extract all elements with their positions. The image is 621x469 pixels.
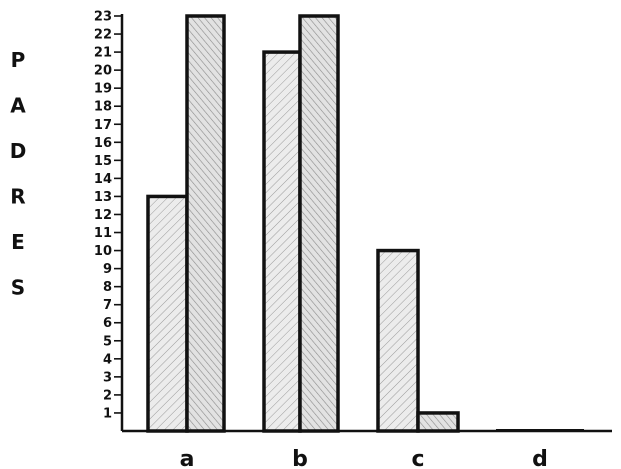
bar-c-2 xyxy=(416,411,460,433)
y-tick-label: 23 xyxy=(94,10,112,25)
y-tick-label: 3 xyxy=(103,370,112,385)
y-tick-label: 12 xyxy=(94,208,112,223)
y-axis-title-letter: S xyxy=(11,276,25,300)
bar-a-1 xyxy=(146,194,189,433)
y-tick-label: 17 xyxy=(94,118,112,133)
x-category-label: a xyxy=(180,447,195,469)
y-axis-title-letter: A xyxy=(10,94,26,118)
y-tick-label: 9 xyxy=(103,262,112,277)
y-tick-label: 16 xyxy=(94,136,112,151)
y-axis-title-letter: R xyxy=(10,185,25,209)
bar-b-1 xyxy=(262,50,302,433)
y-axis-title-letter: P xyxy=(11,48,26,72)
y-tick-label: 22 xyxy=(94,28,112,43)
bar-d-2 xyxy=(540,429,584,431)
y-tick-label: 2 xyxy=(103,388,112,403)
y-tick-label: 13 xyxy=(94,190,112,205)
bars xyxy=(146,14,584,433)
y-tick-label: 18 xyxy=(94,100,112,115)
y-tick-label: 10 xyxy=(94,244,112,259)
y-tick-label: 8 xyxy=(103,280,112,295)
x-category-label: b xyxy=(292,447,308,469)
y-axis-title-letter: E xyxy=(11,230,25,254)
y-tick-label: 14 xyxy=(94,172,112,187)
y-tick-label: 19 xyxy=(94,82,112,97)
y-axis-title-letter: D xyxy=(10,139,27,163)
y-tick-label: 1 xyxy=(103,406,112,421)
x-category-labels: a b c d xyxy=(180,447,548,469)
bar-d-1 xyxy=(496,429,540,431)
bar-a-2 xyxy=(185,14,226,433)
y-tick-label: 4 xyxy=(103,352,112,367)
y-tick-label: 21 xyxy=(94,46,112,61)
bar-c-1 xyxy=(376,248,420,433)
y-tick-label: 5 xyxy=(103,334,112,349)
x-category-label: d xyxy=(532,447,548,469)
y-tick-label: 20 xyxy=(94,64,112,79)
y-tick-label: 7 xyxy=(103,298,112,313)
y-tick-label: 11 xyxy=(94,226,112,241)
y-tick-label: 15 xyxy=(94,154,112,169)
bar-b-2 xyxy=(298,14,340,433)
x-category-label: c xyxy=(411,447,424,469)
y-tick-label: 6 xyxy=(103,316,112,331)
